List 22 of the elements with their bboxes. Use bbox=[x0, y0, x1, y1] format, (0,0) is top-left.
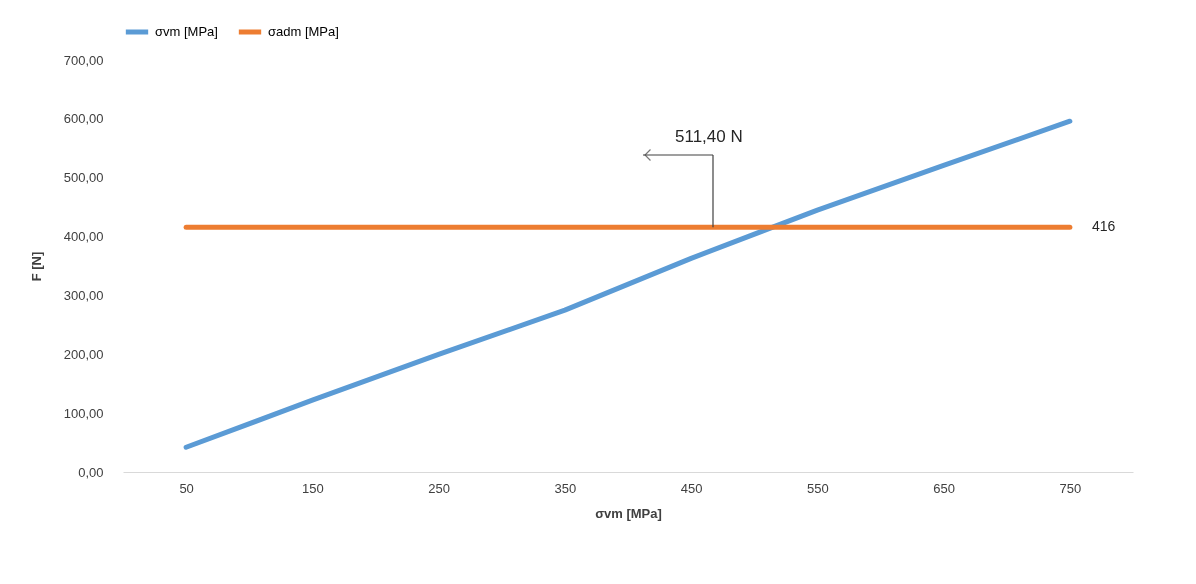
legend-label: σvm [MPa] bbox=[155, 24, 218, 39]
y-tick-label: 200,00 bbox=[63, 346, 104, 362]
y-axis-title: F [N] bbox=[28, 251, 44, 282]
y-tick-label: 300,00 bbox=[63, 287, 104, 303]
x-tick-label: 50 bbox=[179, 480, 194, 496]
x-tick-label: 450 bbox=[680, 480, 703, 496]
x-tick-label: 550 bbox=[807, 480, 829, 496]
y-tick-label: 600,00 bbox=[63, 111, 104, 127]
x-tick-label: 750 bbox=[1059, 480, 1082, 496]
x-tick-label: 150 bbox=[302, 480, 324, 496]
x-tick-label: 650 bbox=[933, 480, 955, 496]
annotation: 511,40 N bbox=[675, 127, 743, 146]
legend-label: σadm [MPa] bbox=[268, 24, 339, 39]
y-tick-label: 100,00 bbox=[63, 405, 104, 421]
x-axis-title: σvm [MPa] bbox=[595, 505, 662, 521]
y-tick-label: 500,00 bbox=[63, 170, 104, 186]
x-tick-label: 250 bbox=[428, 480, 450, 496]
y-tick-label: 700,00 bbox=[63, 52, 104, 68]
y-tick-label: 0,00 bbox=[78, 464, 104, 480]
x-tick-label: 350 bbox=[554, 480, 577, 496]
data-label: 416 bbox=[1091, 218, 1116, 235]
y-tick-label: 400,00 bbox=[63, 229, 104, 245]
